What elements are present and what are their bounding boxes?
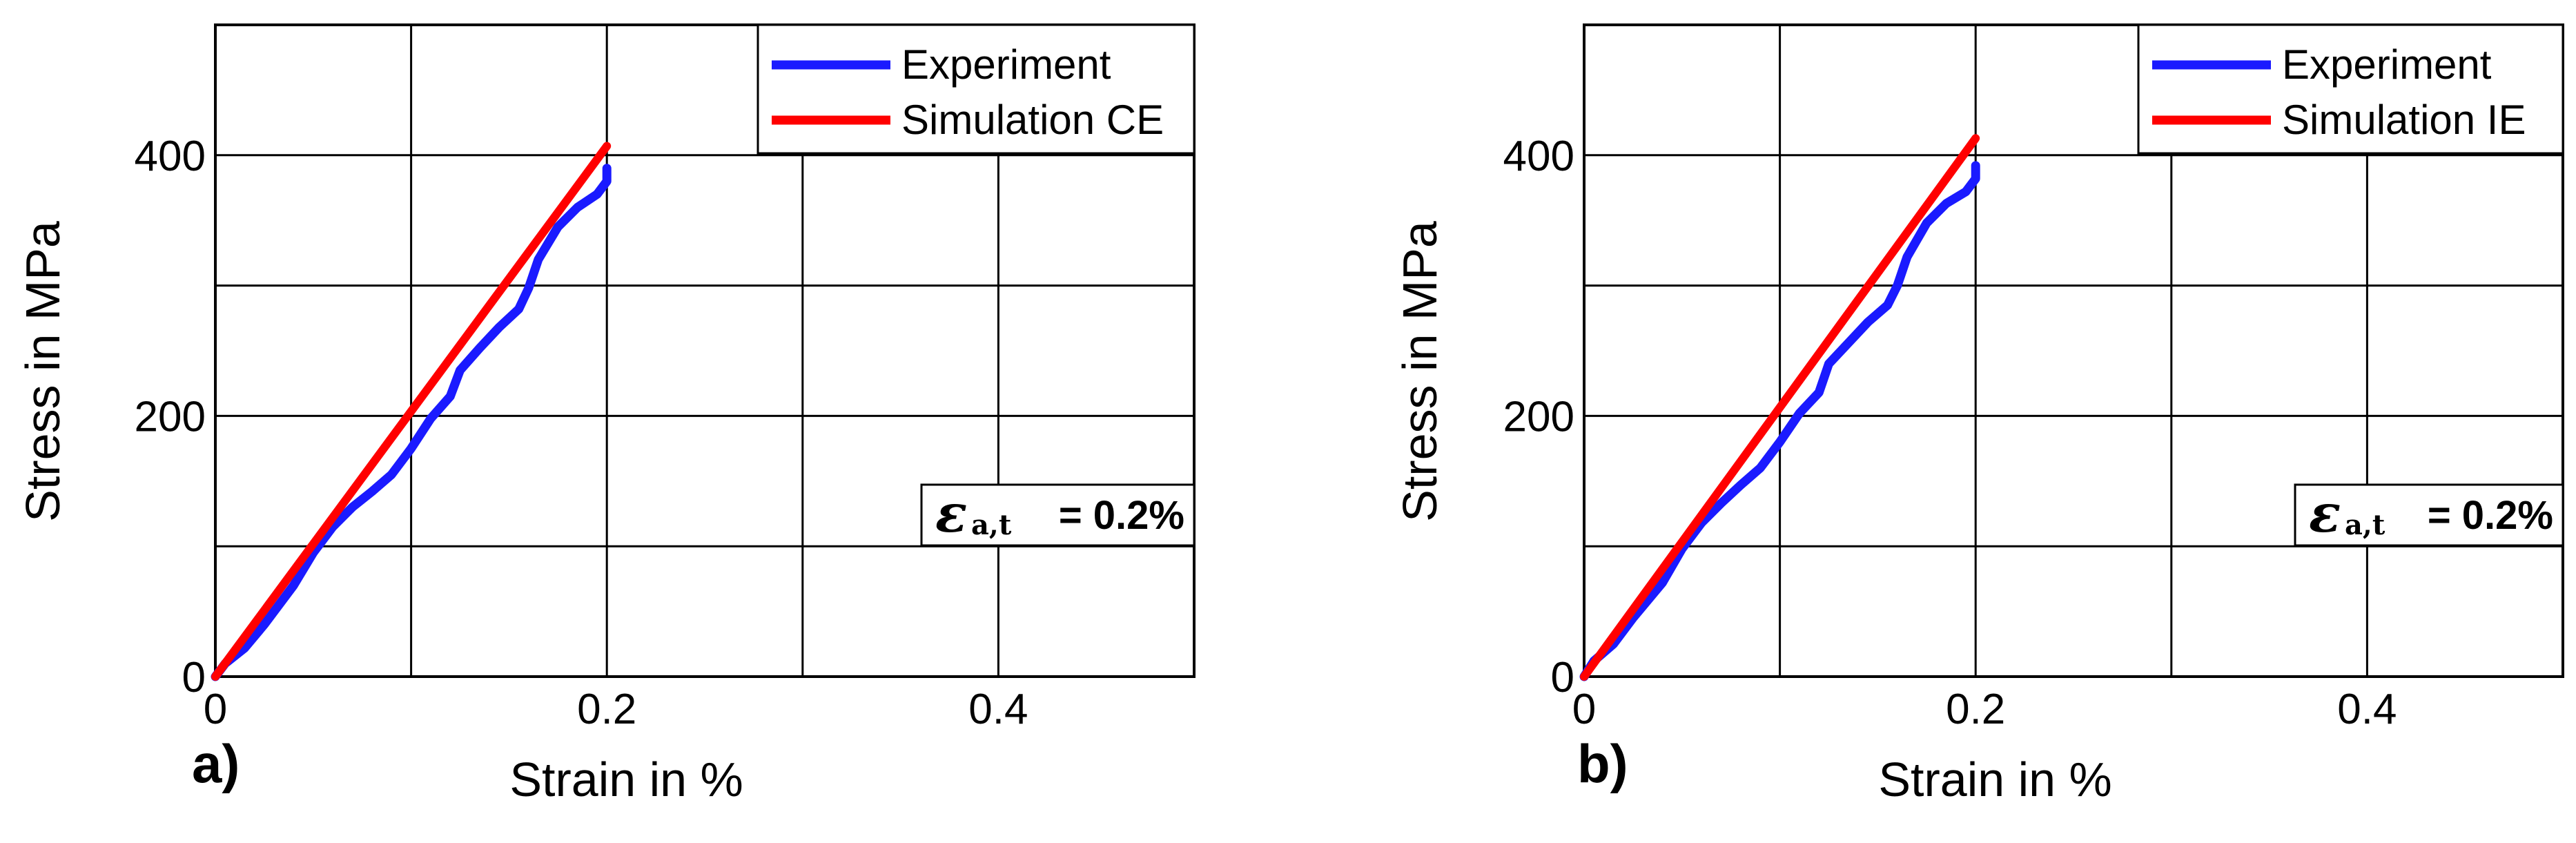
y-tick-label: 200 <box>1503 393 1574 440</box>
x-tick-label: 0.4 <box>968 686 1028 733</box>
x-tick-label: 0.2 <box>577 686 636 733</box>
legend-box <box>2137 23 2564 155</box>
annotation-text: = 0.2% <box>1059 493 1184 538</box>
series-line-experiment <box>1579 161 1980 681</box>
y-tick-label: 0 <box>182 654 206 701</box>
legend-label: Simulation CE <box>901 97 1164 143</box>
legend-label: Simulation IE <box>2282 97 2526 143</box>
y-tick-label: 200 <box>135 393 206 440</box>
x-tick-label: 0 <box>204 686 227 733</box>
series-line-simulation-ie <box>1580 134 1980 681</box>
y-tick-label: 0 <box>1551 654 1574 701</box>
x-tick-label: 0.2 <box>1946 686 2005 733</box>
annotation-box <box>2294 483 2564 547</box>
series-line-experiment <box>211 164 612 681</box>
legend-label: Experiment <box>901 41 1111 88</box>
x-axis-label: Strain in % <box>509 753 743 806</box>
y-tick-label: 400 <box>1503 133 1574 180</box>
y-tick-label: 400 <box>135 133 206 180</box>
y-axis-label: Stress in MPa <box>16 221 70 522</box>
annotation-subscript: a,t <box>971 509 1012 541</box>
legend-label: Experiment <box>2282 41 2492 88</box>
panel-label: b) <box>1577 733 1628 794</box>
panel-label: a) <box>192 733 240 794</box>
y-axis-label: Stress in MPa <box>1393 221 1447 522</box>
x-tick-label: 0.4 <box>2337 686 2397 733</box>
x-axis-label: Strain in % <box>1878 753 2111 806</box>
x-tick-label: 0 <box>1572 686 1596 733</box>
annotation-box <box>920 483 1196 547</box>
annotation-subscript: a,t <box>2345 509 2385 541</box>
annotation-symbol: ε <box>935 483 967 544</box>
annotation-text: = 0.2% <box>2428 493 2553 538</box>
series-line-simulation-ce <box>211 142 612 681</box>
annotation-symbol: ε <box>2309 483 2341 544</box>
legend-box <box>757 23 1196 155</box>
